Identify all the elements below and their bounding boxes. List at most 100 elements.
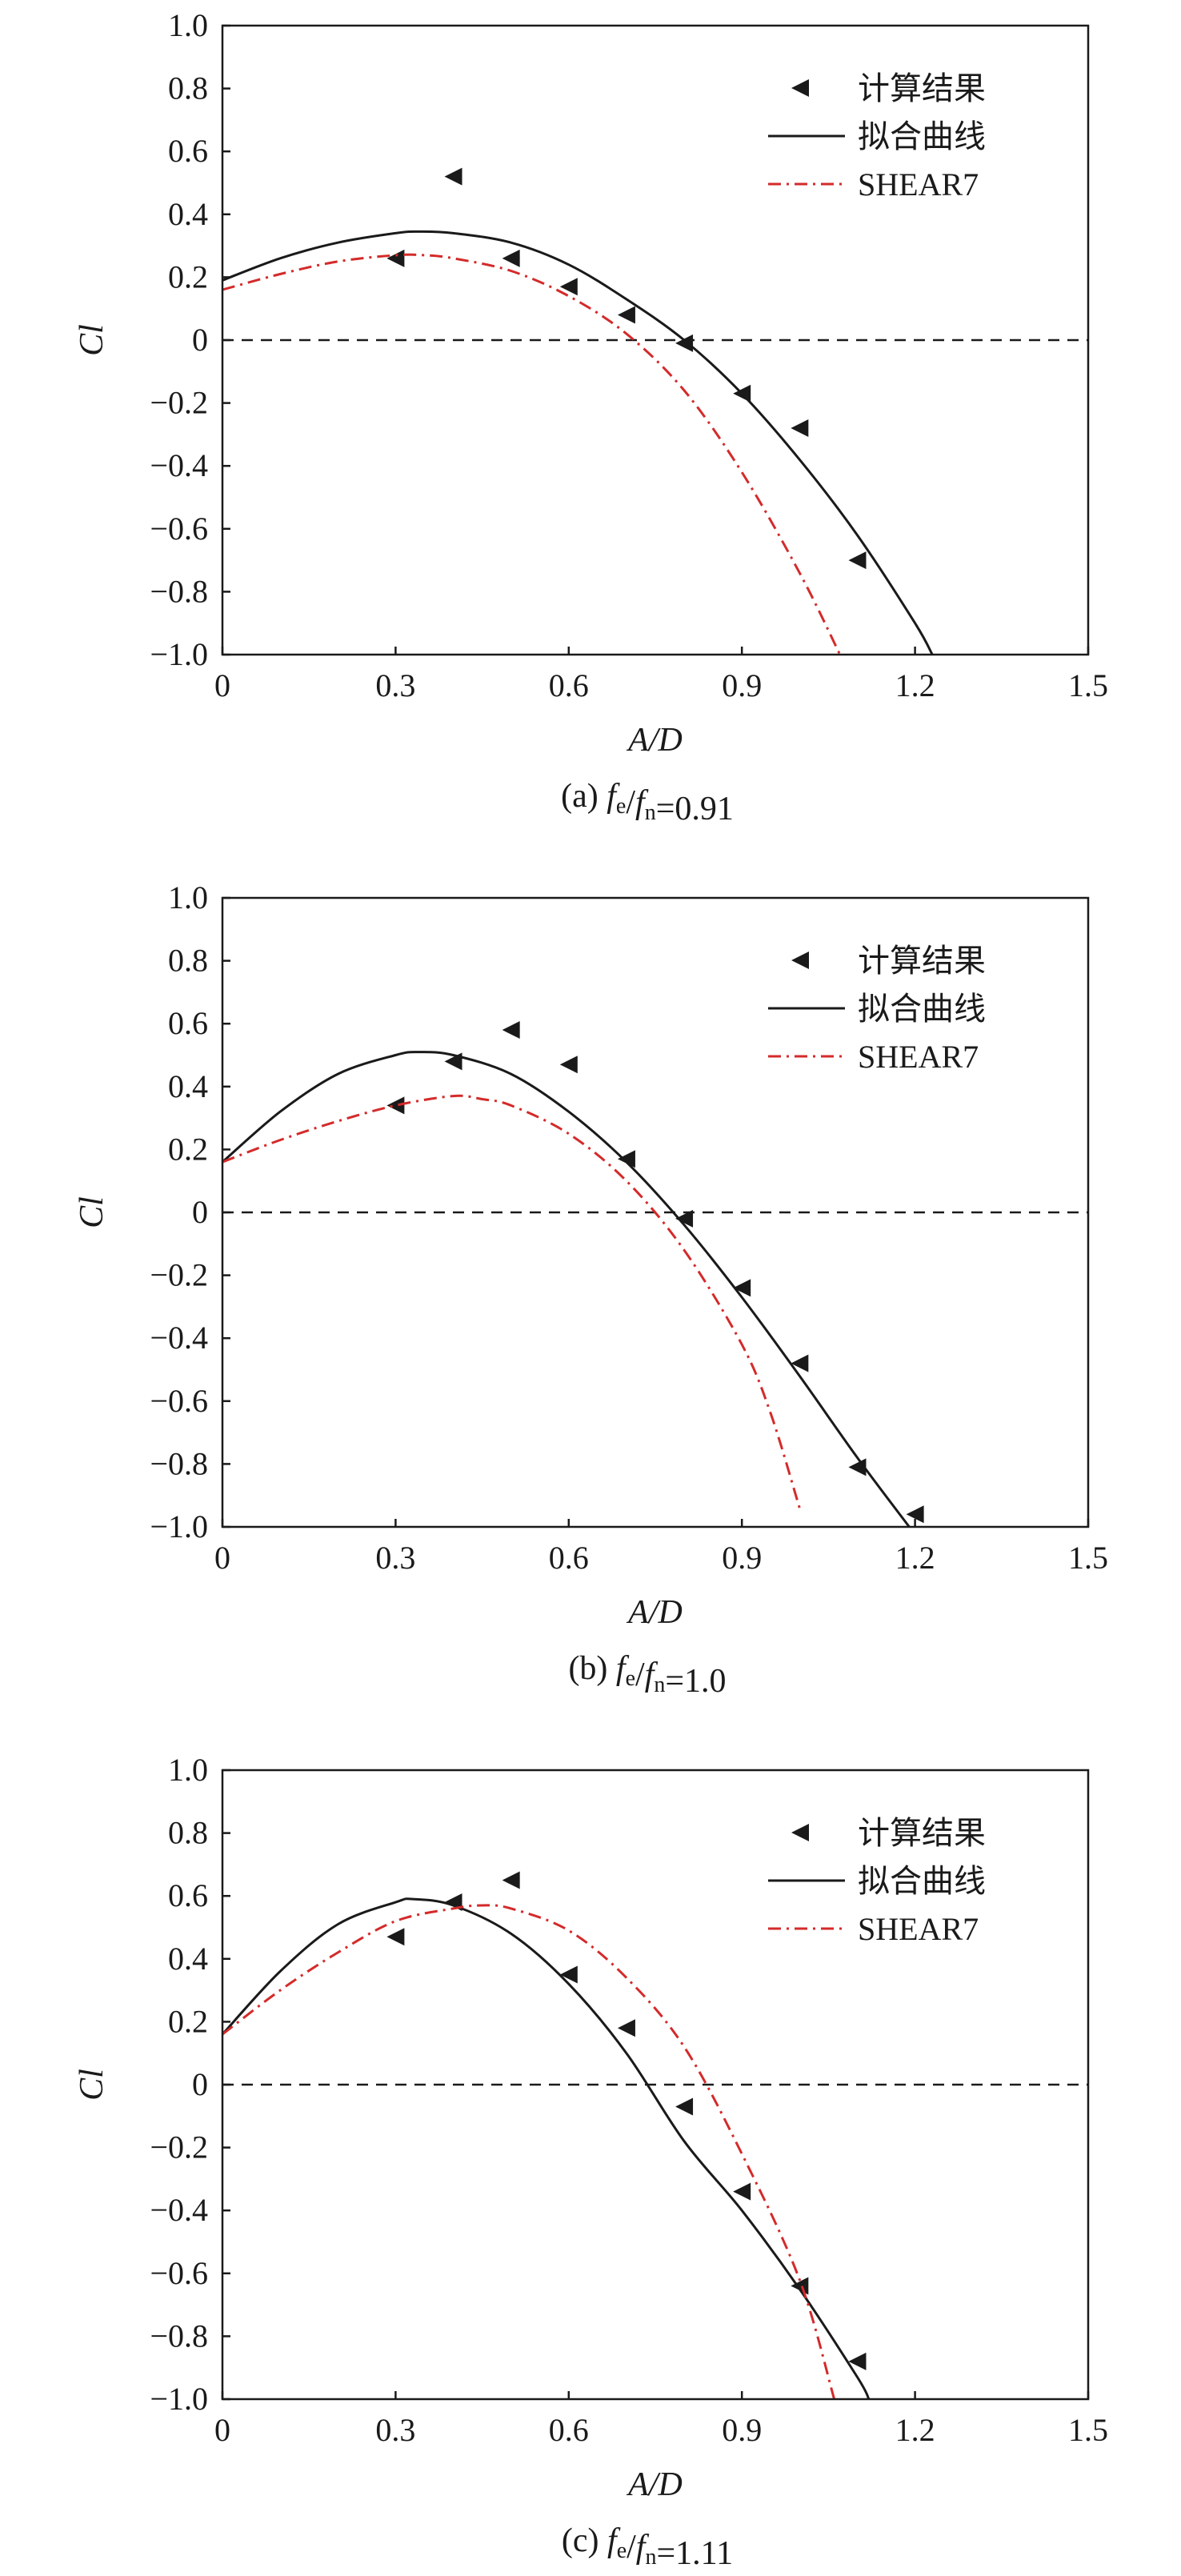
x-tick-label: 0.9: [722, 667, 762, 703]
shear7-curve: [222, 1904, 836, 2399]
data-point-marker: [791, 1354, 809, 1372]
data-point-marker: [502, 249, 520, 267]
legend-label: 拟合曲线: [858, 118, 986, 155]
y-tick-label: 0.4: [168, 196, 208, 232]
legend-label: 计算结果: [858, 1815, 986, 1852]
x-tick-label: 1.2: [895, 667, 935, 703]
data-point-marker: [906, 1505, 924, 1524]
data-point-marker: [675, 1209, 694, 1228]
y-tick-label: 0.8: [168, 70, 208, 106]
y-tick-label: 0.8: [168, 943, 208, 979]
data-point-marker: [848, 2352, 867, 2370]
y-tick-label: −0.6: [150, 2255, 208, 2291]
shear7-curve: [222, 253, 842, 655]
y-tick-label: −0.6: [150, 511, 208, 547]
panel-caption: (c) fe/fn=1.11: [562, 2522, 733, 2572]
data-point-marker: [675, 334, 694, 352]
y-tick-label: −0.8: [150, 2318, 208, 2354]
legend-label: SHEAR7: [858, 1039, 979, 1075]
plot-frame: [221, 24, 1090, 656]
x-tick-label: 0: [214, 1540, 230, 1576]
y-tick-label: 0.6: [168, 1005, 208, 1041]
x-tick-label: 0.3: [375, 667, 415, 703]
y-tick-label: −0.8: [150, 573, 208, 609]
y-tick-label: 1.0: [168, 7, 208, 43]
y-tick-label: −0.4: [150, 2192, 208, 2228]
x-tick-label: 0.6: [549, 2412, 589, 2448]
x-tick-label: 1.5: [1068, 667, 1108, 703]
plot-frame: [221, 896, 1090, 1528]
data-point-marker: [559, 278, 578, 296]
x-tick-label: 0.3: [375, 2412, 415, 2448]
legend-label: SHEAR7: [858, 166, 979, 202]
data-point-marker: [733, 1279, 751, 1297]
y-tick-label: 0.8: [168, 1815, 208, 1851]
y-tick-label: 0: [192, 322, 208, 358]
y-tick-label: 1.0: [168, 879, 208, 915]
data-point-marker: [617, 306, 635, 324]
x-tick-label: 1.5: [1068, 2412, 1108, 2448]
y-axis-title: Cl: [74, 2069, 110, 2101]
chart-panel-c: 1.00.80.60.40.20−0.2−0.4−0.6−0.8−1.00 0.3…: [74, 1752, 1108, 2572]
data-point-marker: [559, 1965, 578, 1984]
fitted-curve: [222, 1897, 871, 2399]
data-point-marker: [386, 1096, 405, 1115]
data-point-marker: [386, 1928, 405, 1946]
fitted-curve: [222, 1051, 911, 1527]
y-axis-title: Cl: [74, 1196, 110, 1228]
y-tick-label: 0.2: [168, 1131, 208, 1167]
y-tick-label: −0.4: [150, 447, 208, 483]
legend-label: 计算结果: [858, 70, 986, 107]
legend-marker-symbol: [791, 951, 809, 969]
plot-frame: [221, 1769, 1090, 2401]
data-point-marker: [791, 419, 809, 438]
x-tick-label: 0.6: [549, 667, 589, 703]
data-point-marker: [444, 167, 462, 186]
y-tick-label: 0.4: [168, 1941, 208, 1977]
legend-label: 拟合曲线: [858, 991, 986, 1028]
y-tick-label: −0.2: [150, 385, 208, 421]
panel-caption: (b) fe/fn=1.0: [568, 1650, 726, 1700]
y-tick-label: 0.4: [168, 1068, 208, 1104]
data-point-marker: [617, 1150, 635, 1168]
x-axis-title: A/D: [626, 1594, 683, 1631]
x-axis-title: A/D: [626, 2466, 683, 2503]
y-tick-label: −0.2: [150, 1257, 208, 1293]
y-tick-label: 0: [192, 2066, 208, 2102]
x-tick-label: 0: [214, 667, 230, 703]
fitted-curve: [222, 230, 934, 655]
y-tick-label: 1.0: [168, 1752, 208, 1788]
y-tick-label: −0.6: [150, 1383, 208, 1419]
y-tick-label: 0: [192, 1194, 208, 1230]
y-tick-label: −1.0: [150, 636, 208, 672]
data-point-marker: [559, 1056, 578, 1074]
legend-label: 拟合曲线: [858, 1863, 986, 1900]
chart-panel-a: 1.00.80.60.40.20−0.2−0.4−0.6−0.8−1.00 0.3…: [74, 7, 1108, 827]
x-tick-label: 1.2: [895, 2412, 935, 2448]
y-tick-label: −0.2: [150, 2129, 208, 2165]
y-tick-label: 0.2: [168, 2003, 208, 2039]
data-point-marker: [386, 249, 405, 267]
y-tick-label: 0.2: [168, 258, 208, 294]
x-tick-label: 0: [214, 2412, 230, 2448]
x-tick-label: 1.2: [895, 1540, 935, 1576]
data-point-marker: [617, 2019, 635, 2037]
legend-marker-symbol: [791, 1824, 809, 1841]
legend-marker-symbol: [791, 79, 809, 97]
legend-label: 计算结果: [858, 943, 986, 980]
data-point-marker: [502, 1871, 520, 1889]
y-tick-label: −1.0: [150, 2381, 208, 2417]
panel-caption: (a) fe/fn=0.91: [561, 778, 734, 827]
data-point-marker: [848, 551, 867, 570]
y-tick-label: −1.0: [150, 1508, 208, 1544]
chart-panel-b: 1.00.80.60.40.20−0.2−0.4−0.6−0.8−1.00 0.3…: [74, 879, 1108, 1700]
x-axis-title: A/D: [626, 722, 683, 759]
legend-label: SHEAR7: [858, 1911, 979, 1947]
y-tick-label: 0.6: [168, 1877, 208, 1913]
x-tick-label: 0.9: [722, 2412, 762, 2448]
x-tick-label: 1.5: [1068, 1540, 1108, 1576]
